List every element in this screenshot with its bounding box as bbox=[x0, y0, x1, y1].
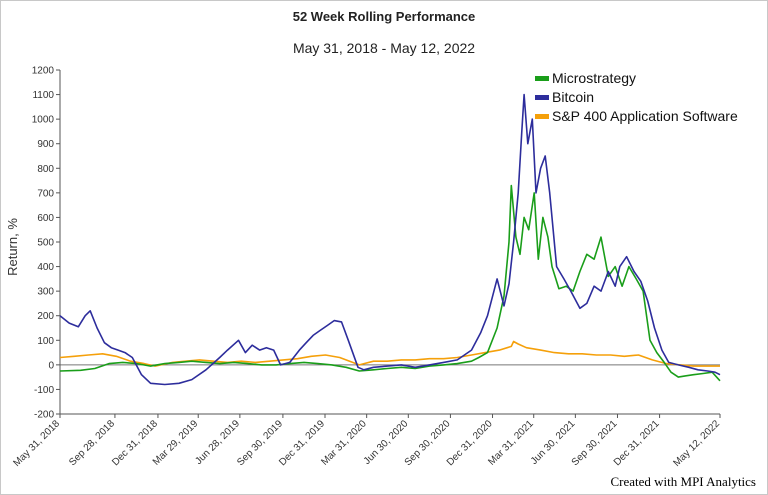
chart-subtitle: May 31, 2018 - May 12, 2022 bbox=[292, 40, 476, 56]
x-tick-label: Dec 31, 2021 bbox=[612, 418, 662, 468]
y-tick-label: 600 bbox=[37, 213, 54, 224]
series-line-microstrategy bbox=[59, 184, 721, 382]
chart-title: 52 Week Rolling Performance bbox=[292, 9, 476, 24]
y-tick-label: -200 bbox=[34, 410, 54, 421]
legend-label: S&P 400 Application Software bbox=[552, 108, 738, 124]
y-tick-label: 1100 bbox=[32, 90, 54, 101]
legend-label: Bitcoin bbox=[552, 89, 594, 105]
y-tick-label: 400 bbox=[37, 262, 54, 273]
y-tick-label: 100 bbox=[37, 336, 54, 347]
legend-swatch bbox=[535, 95, 549, 100]
y-tick-label: 500 bbox=[37, 238, 54, 249]
y-tick-label: -100 bbox=[34, 385, 54, 396]
series-line-bitcoin bbox=[59, 93, 721, 386]
y-tick-label: 900 bbox=[37, 139, 54, 150]
y-tick-label: 200 bbox=[37, 311, 54, 322]
credit-text: Created with MPI Analytics bbox=[610, 474, 756, 489]
y-tick-label: 300 bbox=[37, 287, 54, 298]
legend-swatch bbox=[535, 114, 549, 119]
x-tick-label: May 31, 2018 bbox=[11, 418, 62, 469]
series-layer bbox=[59, 93, 721, 386]
y-tick-label: 0 bbox=[48, 360, 54, 371]
legend-label: Microstrategy bbox=[552, 70, 636, 86]
y-tick-label: 1200 bbox=[32, 66, 55, 77]
y-tick-label: 800 bbox=[37, 164, 54, 175]
y-tick-label: 1000 bbox=[32, 115, 55, 126]
legend-swatch bbox=[535, 76, 549, 81]
x-tick-label: May 12, 2022 bbox=[671, 418, 722, 469]
legend: Microstrategy Bitcoin S&P 400 Application … bbox=[535, 70, 738, 124]
y-axis-title: Return, % bbox=[5, 218, 20, 276]
y-axis: -200 -100 0 100 200 300 400 500 600 700 800 900 1000… bbox=[32, 66, 61, 421]
y-tick-label: 700 bbox=[37, 188, 54, 199]
series-line-s-p-400-application-software bbox=[59, 340, 720, 367]
